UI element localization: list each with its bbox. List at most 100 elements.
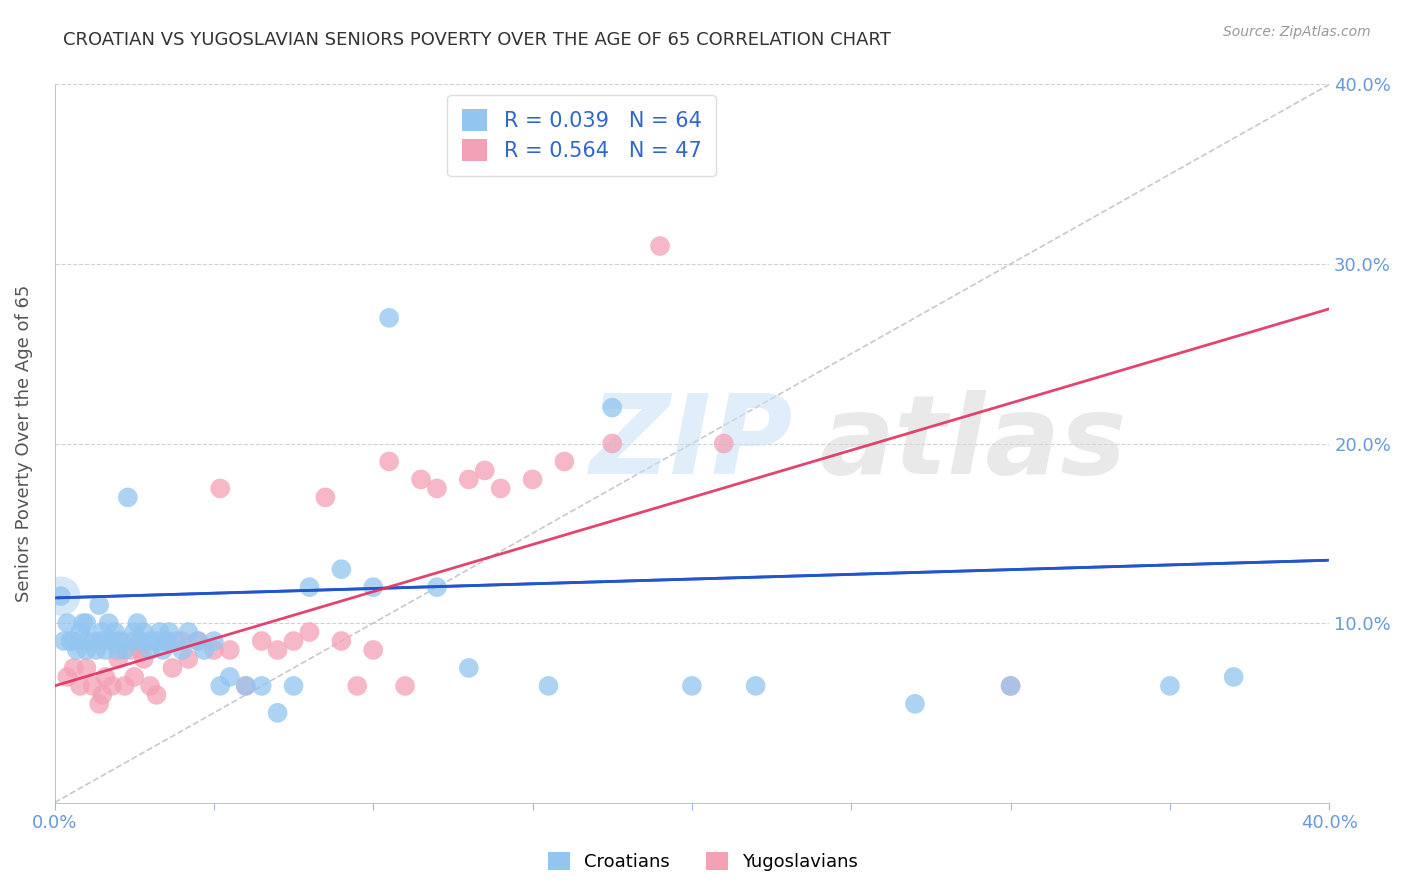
Point xyxy=(218,670,240,684)
Point xyxy=(170,634,193,648)
Y-axis label: Seniors Poverty Over the Age of 65: Seniors Poverty Over the Age of 65 xyxy=(15,285,32,602)
Point xyxy=(648,239,671,253)
Point xyxy=(522,472,544,486)
Point xyxy=(152,643,174,657)
Point xyxy=(409,472,432,486)
Point xyxy=(600,436,623,450)
Point xyxy=(129,634,152,648)
Point xyxy=(145,634,167,648)
Point xyxy=(89,697,111,711)
Point xyxy=(193,643,215,657)
Point xyxy=(489,482,512,496)
Point xyxy=(1159,679,1181,693)
Point xyxy=(361,643,384,657)
Point xyxy=(378,454,401,468)
Point xyxy=(457,472,479,486)
Legend: R = 0.039   N = 64, R = 0.564   N = 47: R = 0.039 N = 64, R = 0.564 N = 47 xyxy=(447,95,716,176)
Point xyxy=(97,615,120,630)
Point xyxy=(104,625,127,640)
Point xyxy=(522,113,544,128)
Point xyxy=(600,401,623,415)
Point xyxy=(139,679,162,693)
Point xyxy=(170,643,193,657)
Point xyxy=(235,679,257,693)
Point xyxy=(1000,679,1022,693)
Point xyxy=(298,580,321,594)
Point xyxy=(187,634,209,648)
Point xyxy=(744,679,766,693)
Text: ZIP: ZIP xyxy=(591,390,793,497)
Point xyxy=(91,634,114,648)
Point xyxy=(139,634,162,648)
Point xyxy=(66,643,89,657)
Point xyxy=(157,625,180,640)
Point xyxy=(69,625,91,640)
Point xyxy=(72,615,94,630)
Point xyxy=(107,643,129,657)
Point xyxy=(426,482,449,496)
Point xyxy=(330,634,353,648)
Point xyxy=(114,679,136,693)
Point xyxy=(120,643,142,657)
Point xyxy=(361,580,384,594)
Point xyxy=(202,634,225,648)
Point xyxy=(250,634,273,648)
Point xyxy=(122,670,145,684)
Point xyxy=(155,634,177,648)
Legend: Croatians, Yugoslavians: Croatians, Yugoslavians xyxy=(541,845,865,879)
Point xyxy=(165,634,187,648)
Point xyxy=(56,615,79,630)
Point xyxy=(202,643,225,657)
Point xyxy=(82,679,104,693)
Point xyxy=(91,625,114,640)
Point xyxy=(53,634,76,648)
Point xyxy=(1222,670,1244,684)
Point xyxy=(681,679,703,693)
Point xyxy=(457,661,479,675)
Point xyxy=(209,679,232,693)
Point xyxy=(127,615,149,630)
Point xyxy=(94,670,117,684)
Point xyxy=(89,598,111,612)
Point xyxy=(62,634,84,648)
Text: Source: ZipAtlas.com: Source: ZipAtlas.com xyxy=(1223,25,1371,39)
Point xyxy=(75,643,97,657)
Point xyxy=(132,625,155,640)
Point xyxy=(75,615,97,630)
Point xyxy=(101,634,124,648)
Point xyxy=(713,436,735,450)
Point xyxy=(122,634,145,648)
Point xyxy=(426,580,449,594)
Point xyxy=(537,679,560,693)
Text: CROATIAN VS YUGOSLAVIAN SENIORS POVERTY OVER THE AGE OF 65 CORRELATION CHART: CROATIAN VS YUGOSLAVIAN SENIORS POVERTY … xyxy=(63,31,891,49)
Point xyxy=(904,697,927,711)
Point xyxy=(155,634,177,648)
Point xyxy=(474,463,496,477)
Point xyxy=(378,310,401,325)
Point xyxy=(84,643,107,657)
Point xyxy=(132,652,155,666)
Point xyxy=(59,634,82,648)
Point xyxy=(101,679,124,693)
Point xyxy=(129,643,152,657)
Point xyxy=(75,661,97,675)
Point xyxy=(266,643,288,657)
Point xyxy=(69,679,91,693)
Point xyxy=(283,634,305,648)
Point xyxy=(250,679,273,693)
Point xyxy=(1000,679,1022,693)
Point xyxy=(553,454,575,468)
Point xyxy=(162,661,184,675)
Text: atlas: atlas xyxy=(820,390,1126,497)
Point xyxy=(177,652,200,666)
Point xyxy=(187,634,209,648)
Point xyxy=(107,652,129,666)
Point xyxy=(94,643,117,657)
Point xyxy=(49,589,72,603)
Point xyxy=(139,643,162,657)
Point xyxy=(114,643,136,657)
Point xyxy=(75,634,97,648)
Point xyxy=(209,482,232,496)
Point xyxy=(346,679,368,693)
Point xyxy=(314,491,336,505)
